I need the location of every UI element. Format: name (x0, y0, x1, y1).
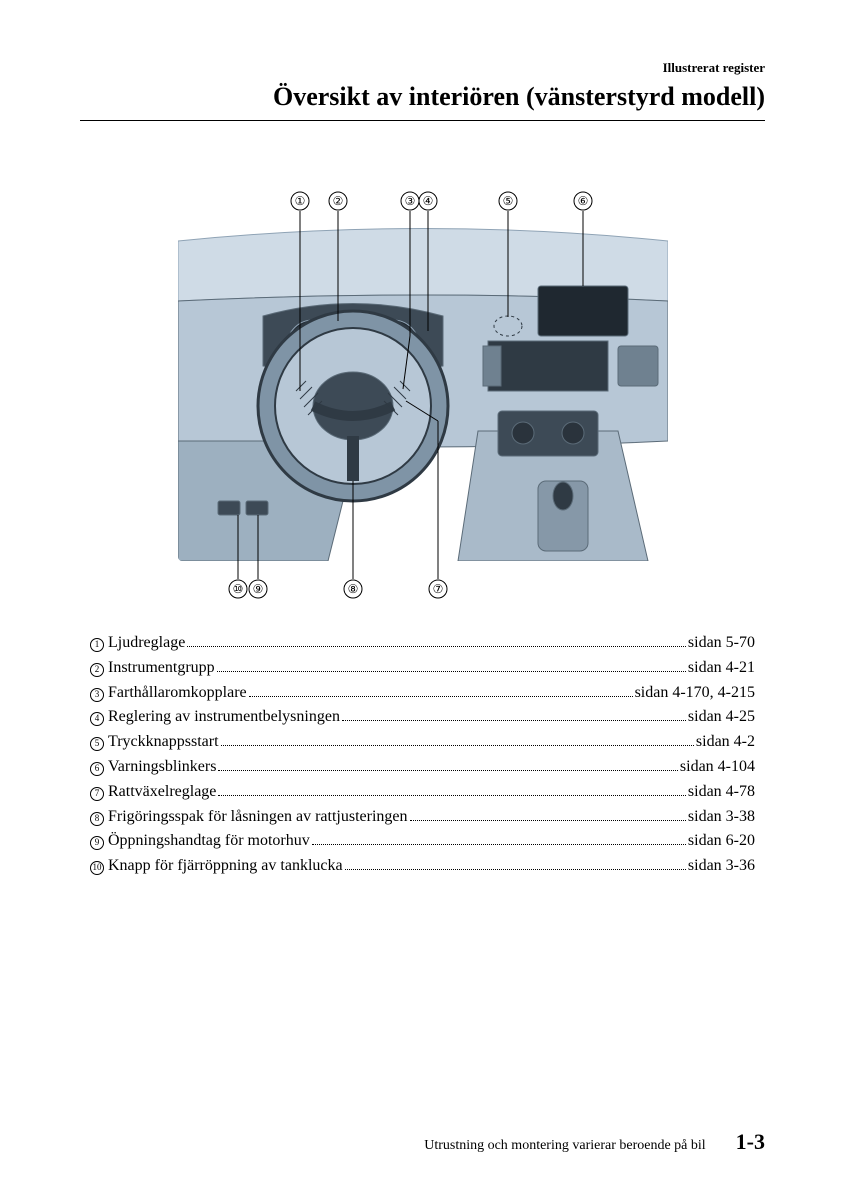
index-marker: 5 (90, 737, 104, 751)
callout-9: ⑨ (249, 580, 267, 598)
leader-dots (217, 671, 686, 672)
index-row: 9 Öppningshandtag för motorhuv sidan 6-20 (90, 829, 755, 854)
svg-text:⑨: ⑨ (252, 582, 263, 596)
svg-text:③: ③ (404, 194, 415, 208)
index-row: 1 Ljudreglage sidan 5-70 (90, 631, 755, 656)
footer-note: Utrustning och montering varierar beroen… (424, 1138, 705, 1154)
index-marker: 4 (90, 712, 104, 726)
footer-page-number: 1-3 (736, 1129, 765, 1155)
index-page: sidan 4-21 (688, 656, 755, 681)
index-page: sidan 4-2 (696, 730, 755, 755)
svg-text:⑦: ⑦ (432, 582, 443, 596)
index-marker: 1 (90, 638, 104, 652)
index-label: Reglering av instrumentbelysningen (108, 705, 340, 730)
callout-1: ① (291, 192, 309, 210)
index-page: sidan 4-78 (688, 780, 755, 805)
index-row: 3 Farthållaromkopplare sidan 4-170, 4-215 (90, 681, 755, 706)
index-label: Varningsblinkers (108, 755, 216, 780)
index-label: Öppningshandtag för motorhuv (108, 829, 310, 854)
index-marker: 9 (90, 836, 104, 850)
leader-dots (345, 869, 686, 870)
callout-6: ⑥ (574, 192, 592, 210)
index-row: 6 Varningsblinkers sidan 4-104 (90, 755, 755, 780)
index-label: Knapp för fjärröppning av tanklucka (108, 854, 343, 879)
index-marker: 7 (90, 787, 104, 801)
index-page: sidan 5-70 (688, 631, 755, 656)
index-row: 7 Rattväxelreglage sidan 4-78 (90, 780, 755, 805)
index-marker: 8 (90, 812, 104, 826)
svg-text:②: ② (332, 194, 343, 208)
index-label: Instrumentgrupp (108, 656, 215, 681)
svg-text:⑥: ⑥ (577, 194, 588, 208)
callout-7: ⑦ (429, 580, 447, 598)
page-footer: Utrustning och montering varierar beroen… (80, 1129, 765, 1155)
index-page: sidan 4-25 (688, 705, 755, 730)
leader-dots (249, 696, 633, 697)
leader-dots (312, 844, 686, 845)
index-marker: 2 (90, 663, 104, 677)
index-marker: 10 (90, 861, 104, 875)
callout-5: ⑤ (499, 192, 517, 210)
index-marker: 6 (90, 762, 104, 776)
dashboard-illustration-svg: ① ② ③ ④ ⑤ ⑥ ⑩ ⑨ ⑧ ⑦ (178, 181, 668, 601)
callout-8: ⑧ (344, 580, 362, 598)
index-label: Farthållaromkopplare (108, 681, 247, 706)
index-label: Ljudreglage (108, 631, 185, 656)
index-marker: 3 (90, 688, 104, 702)
leader-dots (218, 770, 677, 771)
svg-text:⑤: ⑤ (502, 194, 513, 208)
index-list: 1 Ljudreglage sidan 5-70 2 Instrumentgrupp s… (90, 631, 755, 879)
interior-diagram: ① ② ③ ④ ⑤ ⑥ ⑩ ⑨ ⑧ ⑦ (178, 181, 668, 601)
title-rule (80, 120, 765, 121)
callout-3: ③ (401, 192, 419, 210)
leader-dots (218, 795, 686, 796)
index-page: sidan 6-20 (688, 829, 755, 854)
page-title: Översikt av interiören (vänsterstyrd mod… (80, 82, 765, 112)
leader-dots (187, 646, 686, 647)
header-meta: Illustrerat register (80, 60, 765, 76)
index-row: 2 Instrumentgrupp sidan 4-21 (90, 656, 755, 681)
index-page: sidan 4-104 (680, 755, 755, 780)
index-row: 5 Tryckknappsstart sidan 4-2 (90, 730, 755, 755)
callout-10: ⑩ (229, 580, 247, 598)
svg-text:⑩: ⑩ (232, 582, 243, 596)
callout-4: ④ (419, 192, 437, 210)
svg-text:⑧: ⑧ (347, 582, 358, 596)
index-row: 4 Reglering av instrumentbelysningen sidan… (90, 705, 755, 730)
index-label: Frigöringsspak för låsningen av rattjust… (108, 805, 408, 830)
index-row: 10 Knapp för fjärröppning av tanklucka sid… (90, 854, 755, 879)
leader-dots (342, 720, 686, 721)
index-page: sidan 3-36 (688, 854, 755, 879)
svg-text:④: ④ (422, 194, 433, 208)
index-row: 8 Frigöringsspak för låsningen av rattjus… (90, 805, 755, 830)
index-page: sidan 4-170, 4-215 (635, 681, 755, 706)
leader-dots (221, 745, 694, 746)
index-page: sidan 3-38 (688, 805, 755, 830)
index-label: Tryckknappsstart (108, 730, 219, 755)
index-label: Rattväxelreglage (108, 780, 216, 805)
callout-2: ② (329, 192, 347, 210)
leader-dots (410, 820, 686, 821)
svg-text:①: ① (294, 194, 305, 208)
